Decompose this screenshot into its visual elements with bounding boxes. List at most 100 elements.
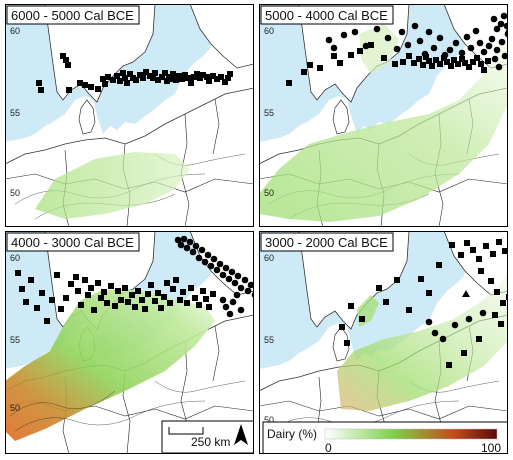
site-square-marker [464,240,470,246]
site-square-marker [227,71,233,77]
site-square-marker [34,305,40,311]
site-circle-marker [244,287,252,295]
site-square-marker [88,285,94,291]
site-square-marker [307,62,313,68]
site-square-marker [478,268,484,274]
site-square-marker [206,304,212,310]
site-square-marker [170,286,176,292]
site-square-marker [286,80,292,86]
site-square-marker [451,57,457,63]
site-square-marker [68,281,74,287]
dairy-surface [35,152,190,219]
site-square-marker [394,277,400,283]
site-square-marker [177,297,183,303]
dairy-surface [259,34,508,222]
site-circle-marker [210,255,218,263]
site-square-marker [124,80,130,86]
site-circle-marker [186,238,194,246]
site-square-marker [411,60,417,66]
lat-label-60: 60 [10,253,20,263]
site-square-marker [210,73,216,79]
site-square-marker [444,59,450,65]
site-square-marker [204,74,210,80]
site-circle-marker [498,38,506,46]
site-square-marker [49,297,55,303]
site-square-marker [39,290,45,296]
site-circle-marker [198,246,206,254]
site-square-marker [173,277,179,283]
site-circle-marker [479,309,487,317]
site-square-marker [406,53,412,59]
site-square-marker [77,80,83,86]
site-circle-marker [441,51,449,59]
site-square-marker [426,290,432,296]
site-square-marker [488,278,494,284]
denmark-land [78,99,96,135]
site-circle-marker [207,262,215,270]
site-circle-marker [431,329,439,337]
map-panel-3000-2000: 3000 - 2000 Cal BCE 60 55 50 Dairy (%) 0… [259,231,508,454]
site-circle-marker [404,41,412,49]
site-circle-marker [201,258,209,266]
site-circle-marker [219,271,227,279]
site-square-marker [490,251,496,257]
site-square-marker [446,362,452,368]
site-square-marker [104,300,110,306]
site-square-marker [185,75,191,81]
site-square-marker [203,296,209,302]
site-circle-marker [228,268,236,276]
site-circle-marker [195,254,203,262]
finland-land [189,4,254,69]
site-circle-marker [490,15,498,23]
site-square-marker [102,81,108,87]
lat-label-50: 50 [264,415,274,425]
site-square-marker [85,292,91,298]
map-panel-4000-3000: 4000 - 3000 Cal BCE 60 55 50 250 km [5,231,254,454]
site-circle-marker [177,241,185,249]
site-square-marker [118,297,124,303]
site-circle-marker [411,22,419,30]
site-markers [286,12,508,86]
site-square-marker [135,288,141,294]
site-square-marker [180,289,186,295]
site-square-marker [194,71,200,77]
site-circle-marker [476,39,484,47]
site-square-marker [164,280,170,286]
site-circle-marker [351,28,359,36]
site-square-marker [206,78,212,84]
site-circle-marker [451,321,459,329]
lat-label-55: 55 [10,335,20,345]
site-square-marker [82,277,88,283]
site-square-marker [95,86,101,92]
period-label: 4000 - 3000 Cal BCE [6,232,140,252]
site-square-marker [36,80,42,86]
site-square-marker [225,75,231,81]
site-circle-marker [325,36,333,44]
site-markers [339,239,508,368]
site-square-marker [317,65,323,71]
site-square-marker [173,77,179,83]
site-square-marker [60,53,66,59]
site-square-marker [337,60,343,66]
site-square-marker [188,285,194,291]
site-circle-marker [237,284,245,292]
site-square-marker [82,82,88,88]
site-circle-marker [213,266,221,274]
site-square-marker [152,298,158,304]
site-circle-marker [495,63,503,71]
site-square-marker [140,75,146,81]
site-circle-marker [225,275,233,283]
site-square-marker [162,70,168,76]
site-square-marker [406,307,412,313]
site-markers [36,53,233,93]
site-square-marker [145,291,151,297]
site-square-marker [357,48,363,54]
site-square-marker [426,58,432,64]
site-square-marker [88,84,94,90]
site-square-marker [132,304,138,310]
site-square-marker [433,57,439,63]
site-circle-marker [493,25,501,33]
scale-bar-label: 250 km [191,435,230,449]
site-square-marker [15,270,21,276]
site-square-marker [184,300,190,306]
